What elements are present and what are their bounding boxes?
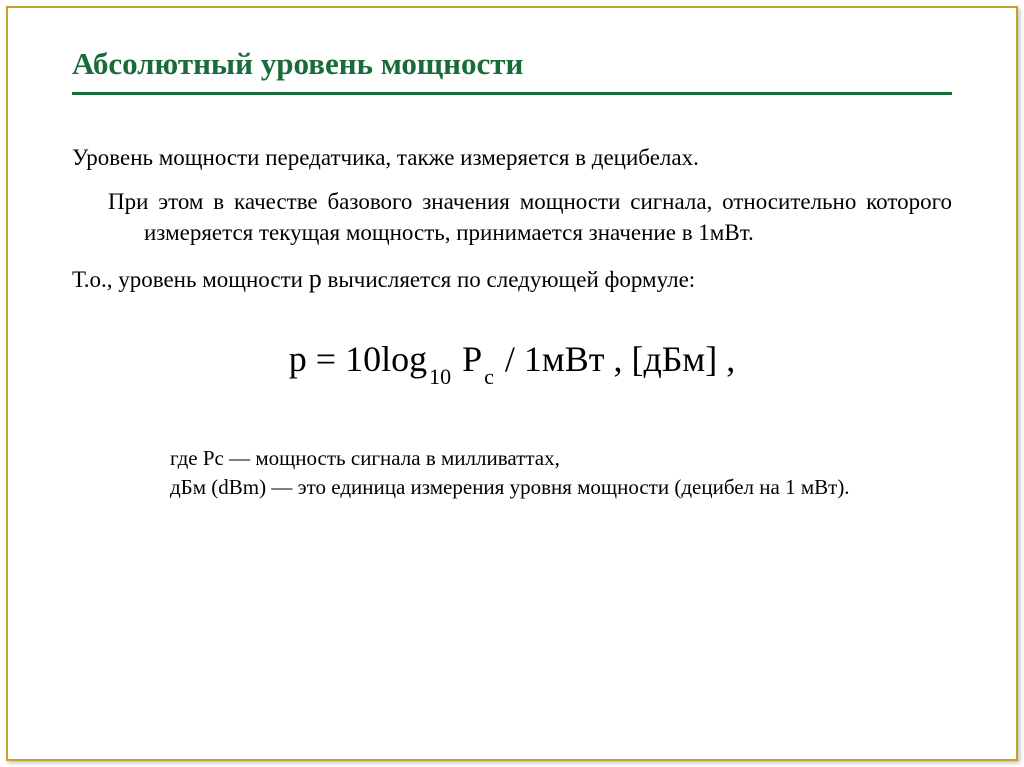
- f-P: P: [462, 339, 482, 379]
- f-Psub: c: [484, 364, 494, 389]
- desc-line-2: дБм (dBm) — это единица измерения уровня…: [132, 473, 952, 502]
- f-space: [453, 339, 462, 379]
- f-unit: 1мВт: [524, 339, 605, 379]
- f-comma: , [: [604, 339, 643, 379]
- desc-line-1: где Pc — мощность сигнала в милливаттах,: [132, 444, 952, 473]
- f-eq: =: [307, 339, 345, 379]
- slide-content: Абсолютный уровень мощности Уровень мощн…: [8, 8, 1016, 546]
- f-p: p: [289, 339, 307, 379]
- title-container: Абсолютный уровень мощности: [72, 46, 952, 95]
- f-slash: /: [496, 339, 524, 379]
- f-log: log: [381, 339, 427, 379]
- paragraph-base: При этом в качестве базового значения мо…: [72, 187, 952, 248]
- f-logbase: 10: [429, 364, 451, 389]
- formula: p = 10log10 Pc / 1мВт , [дБм] ,: [289, 339, 735, 379]
- f-coef: 10: [345, 339, 381, 379]
- slide-frame: Абсолютный уровень мощности Уровень мощн…: [6, 6, 1018, 761]
- paragraph-formula-intro: Т.о., уровень мощности p вычисляется по …: [72, 262, 952, 296]
- slide-title: Абсолютный уровень мощности: [72, 46, 952, 82]
- para3-var: p: [309, 264, 322, 293]
- para3-post: вычисляется по следующей формуле:: [322, 267, 695, 292]
- paragraph-intro: Уровень мощности передатчика, также изме…: [72, 143, 952, 173]
- f-dbm: дБм: [643, 339, 705, 379]
- formula-block: p = 10log10 Pc / 1мВт , [дБм] ,: [72, 338, 952, 385]
- f-close: ] ,: [705, 339, 735, 379]
- formula-description: где Pc — мощность сигнала в милливаттах,…: [72, 444, 952, 503]
- para3-pre: Т.о., уровень мощности: [72, 267, 309, 292]
